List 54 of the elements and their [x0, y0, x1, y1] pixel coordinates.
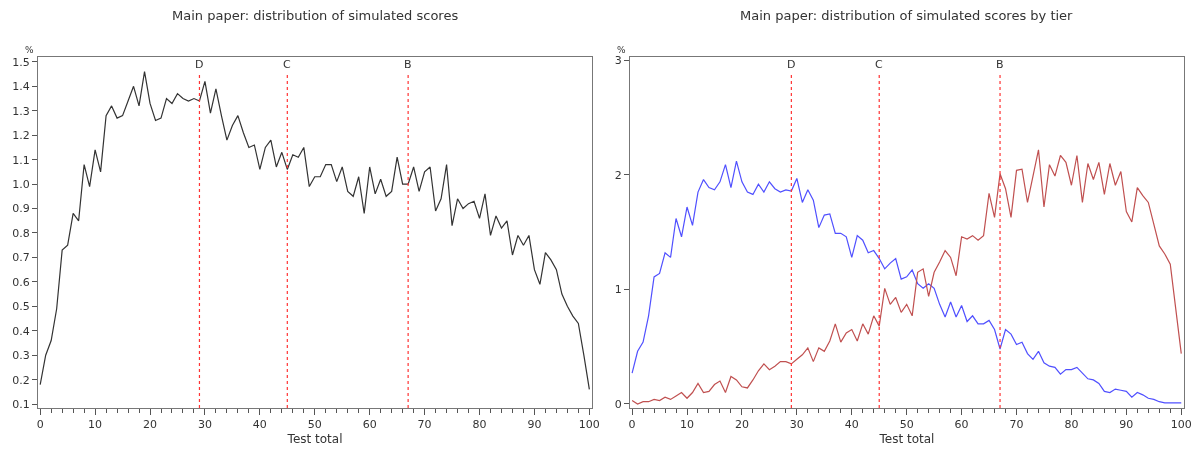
x-axis-title: Test total	[878, 432, 935, 447]
ref-line-label: D	[787, 58, 796, 71]
x-tick-label: 30	[197, 418, 212, 432]
ref-line-label: B	[996, 58, 1004, 71]
ref-line-label: B	[404, 58, 412, 71]
ref-line-label: D	[195, 58, 204, 71]
y-tick-label: 1.4	[12, 80, 30, 94]
x-tick-label: 20	[143, 418, 158, 432]
line-series	[39, 71, 590, 391]
y-tick-label: 1.3	[12, 104, 30, 118]
x-tick-label: 40	[252, 418, 267, 432]
y-tick-label: 3	[614, 54, 622, 68]
x-tick-label: 70	[417, 418, 432, 432]
y-tick-label: 0.2	[12, 373, 30, 387]
x-tick-label: 90	[1119, 418, 1134, 432]
x-tick-label: 30	[789, 418, 804, 432]
y-tick-label: 0.5	[12, 300, 30, 314]
x-axis-title: Test total	[286, 432, 343, 447]
x-tick-label: 40	[844, 418, 859, 432]
y-tick-label: 0.1	[12, 397, 30, 411]
y-tick-label: 0.6	[12, 275, 30, 289]
y-tick-label: 0.9	[12, 202, 30, 216]
y-tick-label: 0.3	[12, 349, 30, 363]
y-tick-label: 1	[614, 283, 622, 297]
x-tick-label: 80	[472, 418, 487, 432]
x-tick-label: 90	[527, 418, 542, 432]
y-tick-label: 1.1	[12, 153, 30, 167]
x-tick-label: 60	[362, 418, 377, 432]
y-tick-label: 2	[614, 168, 622, 182]
x-tick-label: 10	[680, 418, 695, 432]
ref-line-label: C	[875, 58, 883, 71]
x-tick-label: 70	[1009, 418, 1024, 432]
x-tick-label: 60	[954, 418, 969, 432]
x-tick-label: 50	[899, 418, 914, 432]
chart-title: Main paper: distribution of simulated scores by tier	[740, 8, 1074, 23]
y-tick-label: 1.2	[12, 129, 30, 143]
x-tick-label: 10	[88, 418, 103, 432]
y-tick-label: 0.4	[12, 324, 30, 338]
x-tick-label: 100	[1170, 418, 1192, 432]
chart-title: Main paper: distribution of simulated scores	[172, 8, 459, 23]
y-tick-label: 0.8	[12, 226, 30, 240]
x-tick-label: 0	[628, 418, 636, 432]
y-tick-label: 1.0	[12, 177, 30, 191]
ref-line-label: C	[283, 58, 291, 71]
x-tick-label: 80	[1064, 418, 1079, 432]
x-tick-label: 0	[36, 418, 44, 432]
x-tick-label: 100	[578, 418, 600, 432]
y-tick-label: 0	[614, 397, 622, 411]
y-tick-label: 0.7	[12, 251, 30, 265]
x-tick-label: 20	[734, 418, 749, 432]
y-tick-label: 1.5	[12, 55, 30, 69]
x-tick-label: 50	[307, 418, 322, 432]
y-axis-title: %	[617, 45, 626, 55]
y-axis-title: %	[25, 45, 34, 55]
